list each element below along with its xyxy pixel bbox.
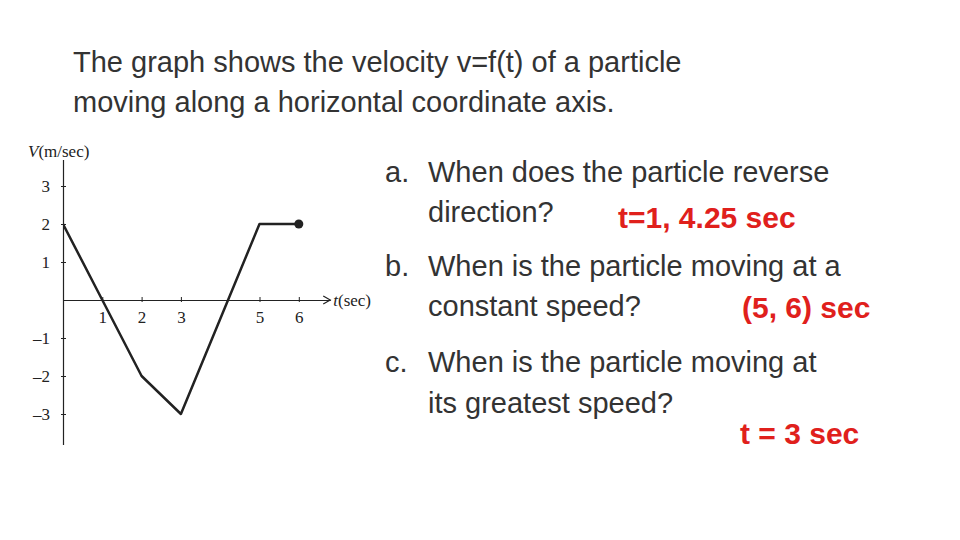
y-tick-label: 2 xyxy=(42,215,51,234)
question-text: When is the particle moving at a xyxy=(428,250,842,282)
x-tick-mark xyxy=(142,297,143,302)
y-tick: –2 xyxy=(32,367,66,386)
end-point xyxy=(294,220,303,229)
y-tick-label: 3 xyxy=(42,177,51,196)
y-axis-title: V(m/sec) xyxy=(28,142,89,161)
answer: t=1, 4.25 sec xyxy=(618,201,796,234)
x-tick-label: 2 xyxy=(138,308,147,327)
x-tick-label: 1 xyxy=(99,308,108,327)
x-tick: 6 xyxy=(295,297,304,327)
y-tick-mark xyxy=(61,338,66,339)
y-tick: 1 xyxy=(42,253,67,272)
question-text: When does the particle reverse xyxy=(428,156,829,188)
y-tick: 2 xyxy=(42,215,67,234)
x-tick: 3 xyxy=(177,297,186,327)
y-axis: –3 –2 –1 1 2 3 xyxy=(32,160,66,445)
velocity-line xyxy=(63,224,299,414)
y-tick: 3 xyxy=(42,177,67,196)
y-tick-label: 1 xyxy=(42,253,51,272)
y-tick-label: –1 xyxy=(32,329,50,348)
slide-title: The graph shows the velocity v=f(t) of a… xyxy=(73,46,681,78)
question-text: constant speed? xyxy=(428,290,641,322)
y-tick-mark xyxy=(61,414,66,415)
y-tick-label: –3 xyxy=(32,405,50,424)
question-text: direction? xyxy=(428,196,554,228)
y-axis-line xyxy=(63,160,64,445)
y-tick-mark xyxy=(61,262,66,263)
answer: t = 3 sec xyxy=(740,417,859,450)
y-tick-mark xyxy=(61,186,66,187)
x-tick: 5 xyxy=(256,297,265,327)
axis-arrow xyxy=(323,296,330,304)
plot-area xyxy=(63,220,303,415)
y-tick: –1 xyxy=(32,329,66,348)
x-tick-label: 5 xyxy=(256,308,265,327)
question-text: its greatest speed? xyxy=(428,387,673,419)
y-tick-mark xyxy=(61,376,66,377)
chart: 1 2 3 5 6 –3 –2 –1 1 2 3 V(m/sec) t(sec) xyxy=(28,142,371,445)
answer: (5, 6) sec xyxy=(742,291,870,324)
x-tick-label: 3 xyxy=(177,308,186,327)
x-tick-mark xyxy=(299,297,300,302)
x-tick-mark xyxy=(260,297,261,302)
question-label: b. xyxy=(385,250,409,282)
x-axis-title: t(sec) xyxy=(333,291,371,310)
x-tick-label: 6 xyxy=(295,308,304,327)
question-label: a. xyxy=(385,156,409,188)
slide-title: moving along a horizontal coordinate axi… xyxy=(73,86,615,118)
y-tick: –3 xyxy=(32,405,66,424)
question-label: c. xyxy=(385,346,408,378)
slide: The graph shows the velocity v=f(t) of a… xyxy=(0,0,960,540)
x-tick-mark xyxy=(181,297,182,302)
question-text: When is the particle moving at xyxy=(428,346,816,378)
y-tick-label: –2 xyxy=(32,367,50,386)
x-tick: 2 xyxy=(138,297,147,327)
